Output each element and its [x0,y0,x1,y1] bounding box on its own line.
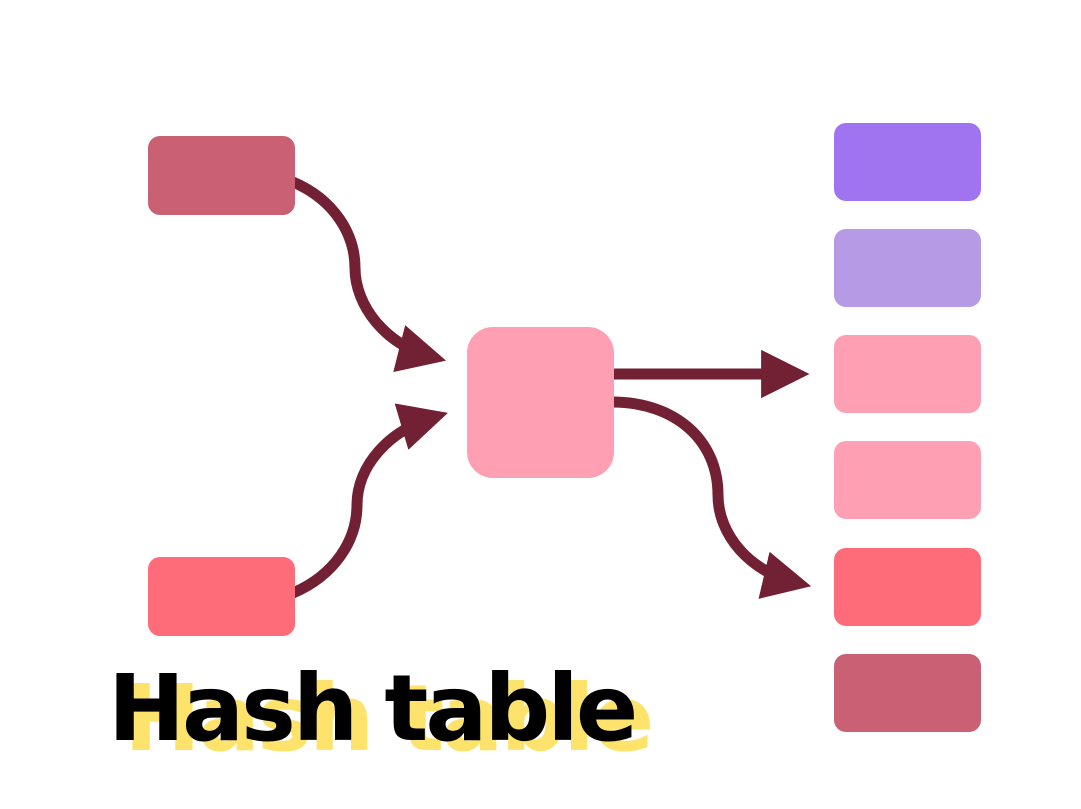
arrow-hash-to-bucket-5 [606,396,812,599]
bucket-2 [834,229,981,307]
bucket-5 [834,548,981,626]
page-title: Hash table [108,655,638,762]
bucket-6 [834,654,981,732]
arrow-key-bottom-to-hash [287,403,448,599]
key-node-bottom [148,557,295,636]
bucket-1 [834,123,981,201]
title-shadow: Hash table [124,665,654,772]
arrow-key-top-to-hash [287,176,447,373]
hash-function-node [467,327,614,478]
bucket-3 [834,335,981,413]
title-block: Hash table Hash table [108,654,668,772]
bucket-4 [834,441,981,519]
key-node-top [148,136,295,215]
